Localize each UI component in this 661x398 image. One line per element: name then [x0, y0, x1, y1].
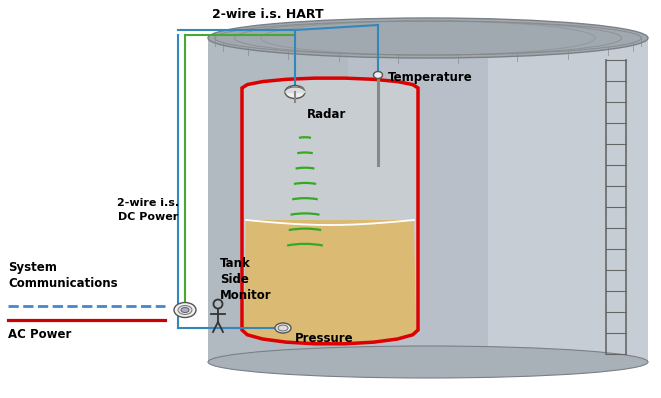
- Text: Tank
Side
Monitor: Tank Side Monitor: [220, 257, 272, 302]
- Ellipse shape: [178, 306, 192, 314]
- Ellipse shape: [181, 308, 189, 312]
- Text: Pressure: Pressure: [295, 332, 354, 345]
- Ellipse shape: [174, 302, 196, 318]
- Text: AC Power: AC Power: [8, 328, 71, 341]
- Text: System
Communications: System Communications: [8, 261, 118, 290]
- Ellipse shape: [208, 18, 648, 58]
- Polygon shape: [242, 78, 418, 344]
- Ellipse shape: [373, 72, 383, 78]
- Polygon shape: [242, 220, 418, 344]
- Ellipse shape: [278, 325, 288, 331]
- Text: 2-wire i.s.
DC Power: 2-wire i.s. DC Power: [117, 198, 179, 222]
- Text: 2-wire i.s. HART: 2-wire i.s. HART: [212, 8, 324, 21]
- Text: Radar: Radar: [307, 108, 346, 121]
- Ellipse shape: [275, 323, 291, 333]
- Polygon shape: [488, 38, 648, 362]
- Polygon shape: [208, 38, 348, 362]
- Text: Temperature: Temperature: [388, 70, 473, 84]
- Polygon shape: [208, 38, 648, 362]
- Ellipse shape: [208, 346, 648, 378]
- Ellipse shape: [285, 86, 305, 98]
